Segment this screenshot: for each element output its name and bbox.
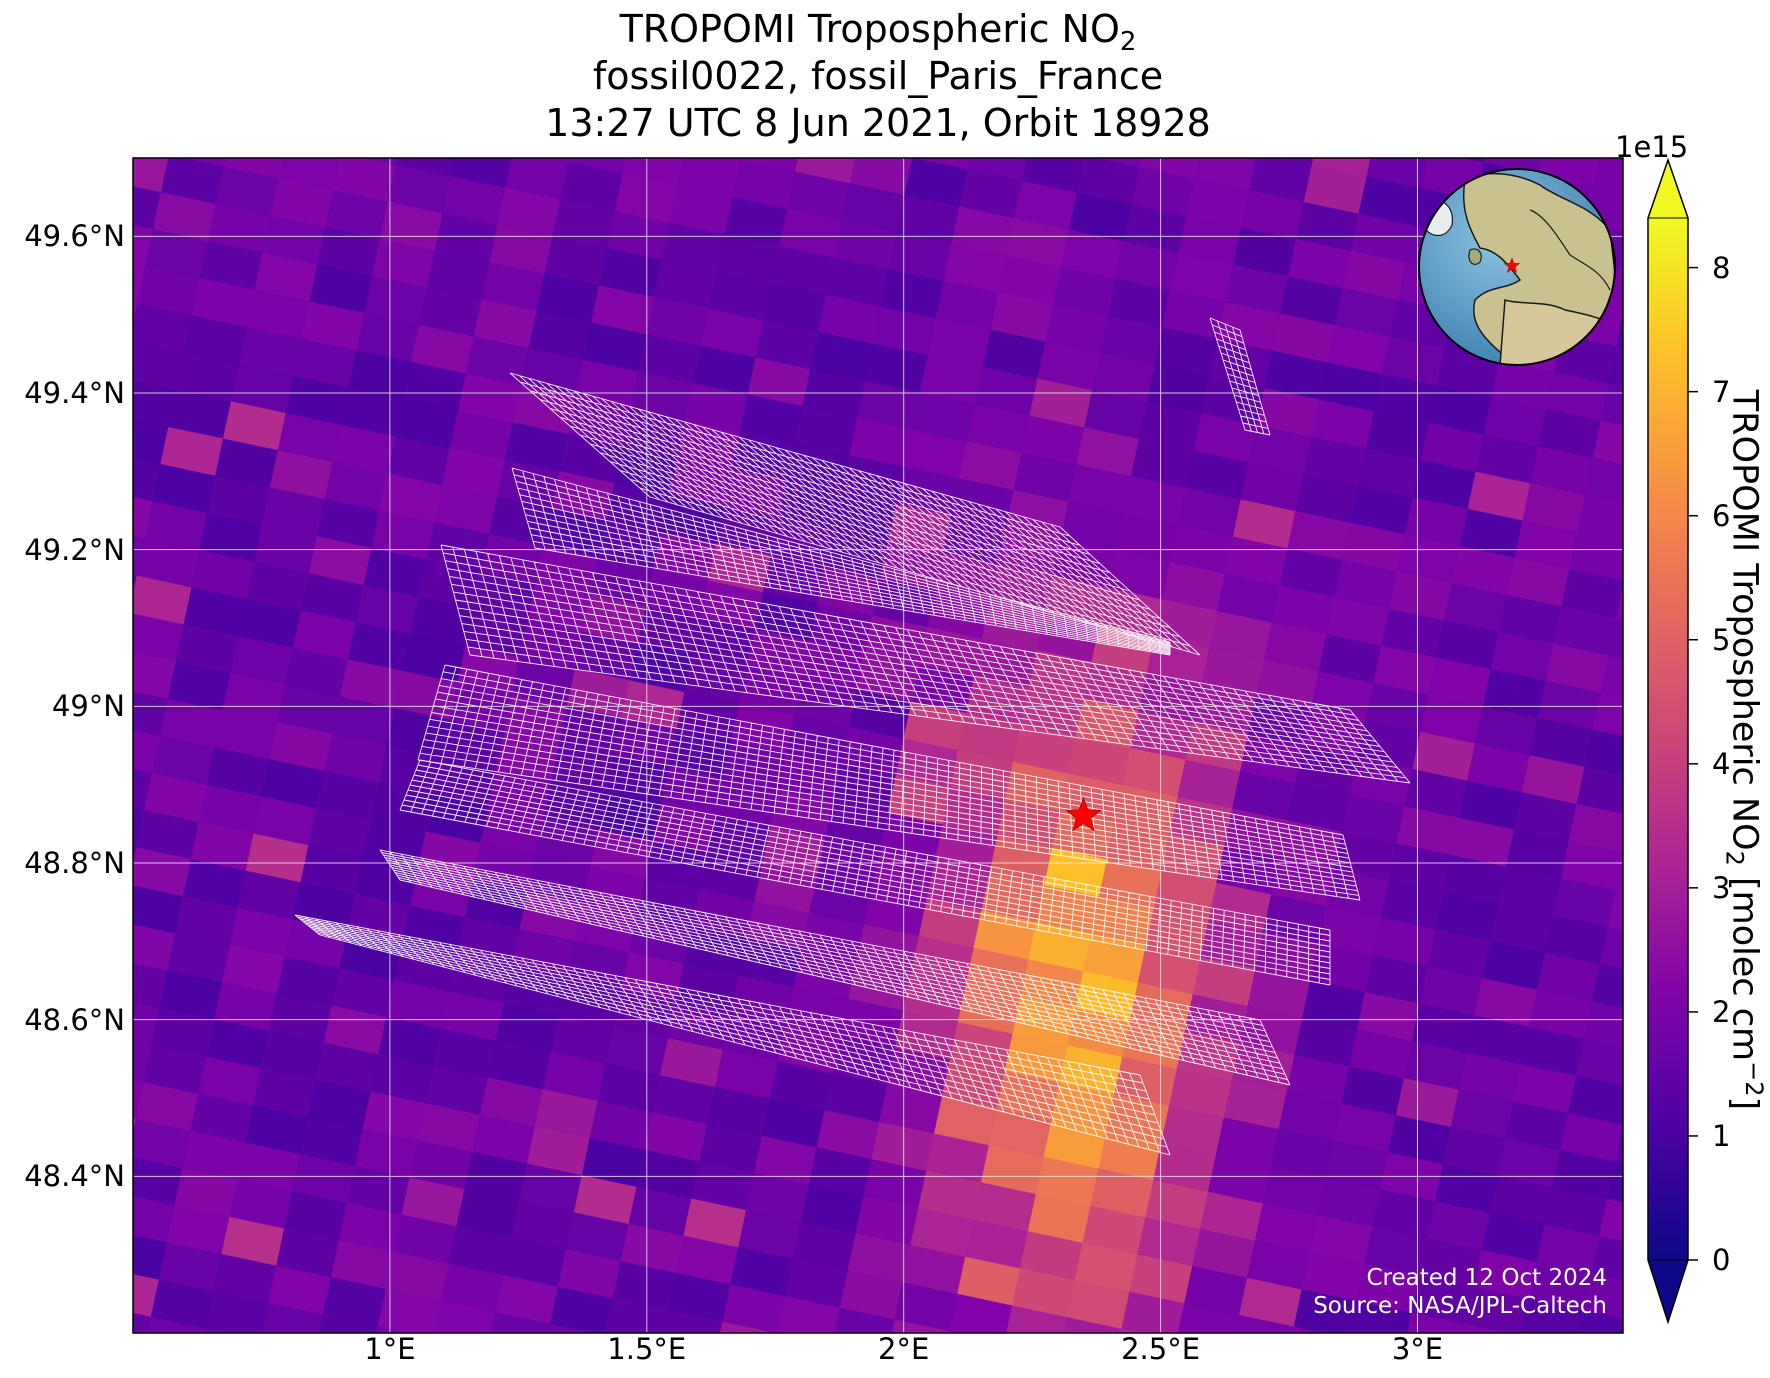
lat-tick-label: 49.4°N — [24, 376, 125, 410]
plot-title-line-1: TROPOMI Tropospheric NO2 — [619, 7, 1137, 57]
colorbar-tick-label: 1 — [1712, 1118, 1731, 1153]
colorbar-label: TROPOMI Tropospheric NO2 [molec cm−2] — [1720, 389, 1768, 1111]
colorbar — [1647, 157, 1698, 1325]
colorbar-tick-label: 4 — [1712, 746, 1731, 781]
lat-tick-label: 48.6°N — [24, 1002, 125, 1037]
lon-tick-label: 1.5°E — [607, 1332, 687, 1366]
target-star-marker — [1065, 796, 1102, 832]
locator-globe — [1418, 168, 1616, 366]
colorbar-tick-label: 0 — [1712, 1243, 1731, 1277]
colorbar-tick-label: 7 — [1712, 374, 1731, 409]
created-date-credit: Created 12 Oct 2024 — [1366, 1265, 1607, 1291]
colorbar-tick-label: 8 — [1712, 250, 1731, 285]
source-credit: Source: NASA/JPL-Caltech — [1313, 1293, 1607, 1319]
gridlines — [133, 158, 1623, 1333]
colorbar-tick-label: 3 — [1712, 870, 1731, 905]
lat-tick-label: 48.8°N — [24, 846, 125, 880]
lon-tick-label: 3°E — [1391, 1332, 1444, 1366]
plot-frame — [132, 157, 1624, 1334]
lon-tick-label: 1°E — [364, 1332, 416, 1366]
plot-title-line-2: fossil0022, fossil_Paris_France — [592, 54, 1164, 98]
globe-star-marker — [1503, 257, 1521, 274]
lat-tick-label: 49.6°N — [24, 219, 125, 254]
lat-tick-label: 49°N — [51, 689, 125, 724]
colorbar-tick-label: 5 — [1712, 622, 1731, 657]
lat-tick-label: 49.2°N — [24, 532, 125, 567]
colorbar-exponent: 1e15 — [1615, 130, 1689, 164]
lat-tick-label: 48.4°N — [24, 1159, 125, 1194]
plot-title-line-3: 13:27 UTC 8 Jun 2021, Orbit 18928 — [545, 101, 1211, 145]
no2-pixel-field — [133, 158, 1623, 1333]
lon-tick-label: 2°E — [878, 1332, 930, 1366]
colorbar-tick-label: 6 — [1712, 498, 1731, 533]
colorbar-tick-label: 2 — [1712, 994, 1731, 1029]
lon-tick-label: 2.5°E — [1121, 1332, 1201, 1366]
